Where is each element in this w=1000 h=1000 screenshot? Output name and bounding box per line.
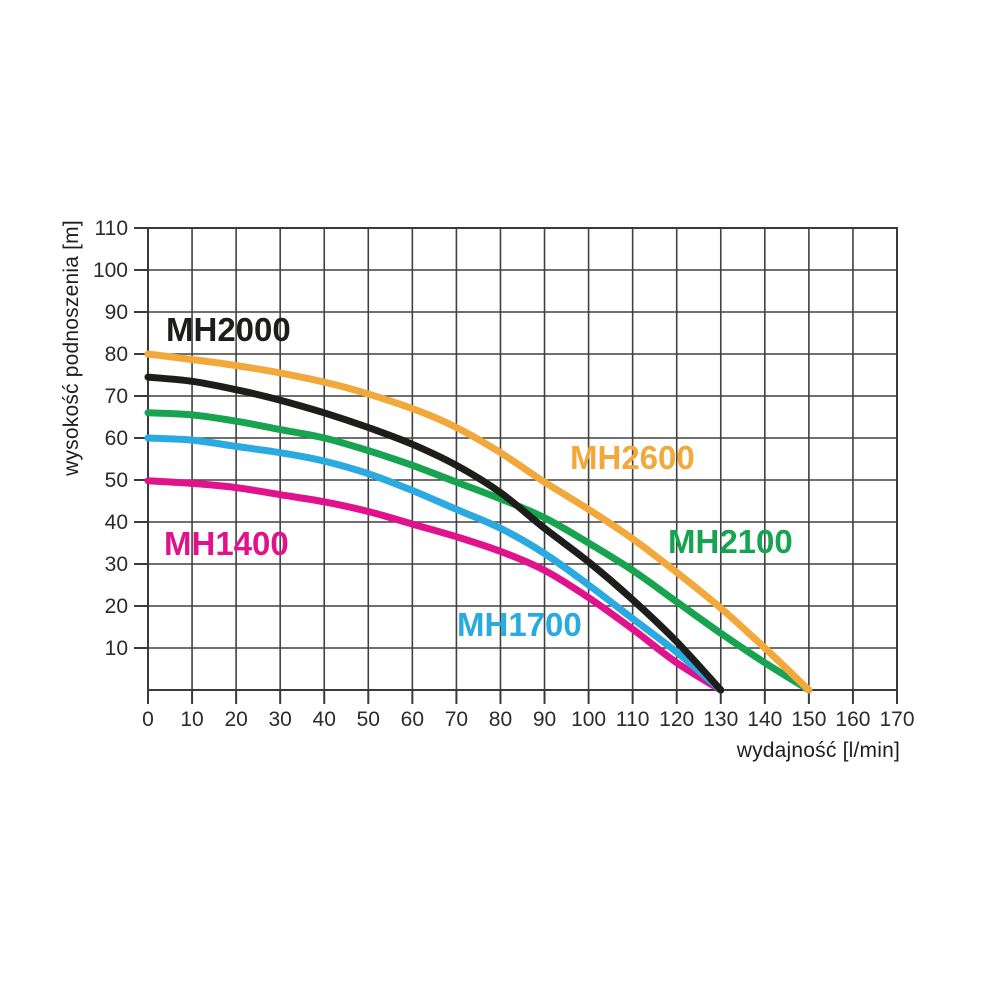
x-tick-label: 0 <box>142 708 154 731</box>
x-tick-label: 110 <box>616 708 649 731</box>
curve-mh2100 <box>144 409 813 694</box>
x-tick-label: 30 <box>268 708 291 731</box>
series-label-mh1700: MH1700 <box>457 606 582 643</box>
plot-frame <box>147 227 898 691</box>
x-tick-label: 20 <box>224 708 247 731</box>
series-label-mh2600: MH2600 <box>570 439 695 476</box>
x-tick-label: 120 <box>659 708 694 731</box>
series-label-mh2000: MH2000 <box>166 311 291 348</box>
x-tick-label: 170 <box>879 708 914 731</box>
curve-mh1400 <box>144 477 725 694</box>
y-tick-label: 70 <box>105 385 128 408</box>
x-tick-label: 140 <box>747 708 782 731</box>
y-tick-label: 100 <box>93 259 128 282</box>
y-tick-label: 90 <box>105 301 128 324</box>
curve-mh2600 <box>144 350 813 694</box>
x-tick-labels: 0 10 20 30 40 50 60 70 80 90 100 110 120 130 140 150 160… <box>142 708 914 731</box>
x-axis-ticks <box>147 690 898 704</box>
y-tick-labels: 10 20 30 40 50 60 70 80 90 100 110 <box>93 217 128 660</box>
x-tick-label: 60 <box>401 708 424 731</box>
x-tick-label: 40 <box>313 708 336 731</box>
y-tick-label: 50 <box>105 469 128 492</box>
y-tick-label: 40 <box>105 511 128 534</box>
y-tick-label: 80 <box>105 343 128 366</box>
y-axis-title: wysokość podnoszenia [m] <box>60 220 83 476</box>
y-tick-label: 30 <box>105 553 128 576</box>
y-tick-label: 110 <box>95 217 128 240</box>
x-tick-label: 90 <box>533 708 556 731</box>
x-tick-label: 10 <box>180 708 203 731</box>
y-tick-label: 20 <box>105 595 128 618</box>
x-axis-title: wydajność [l/min] <box>736 739 900 762</box>
x-tick-label: 150 <box>791 708 826 731</box>
series-label-mh2100: MH2100 <box>668 523 793 560</box>
x-tick-label: 70 <box>445 708 468 731</box>
y-tick-label: 60 <box>105 427 128 450</box>
curve-mh2000 <box>144 373 725 694</box>
series-label-mh1400: MH1400 <box>164 525 289 562</box>
x-tick-label: 130 <box>703 708 738 731</box>
x-tick-label: 50 <box>357 708 380 731</box>
x-tick-label: 80 <box>489 708 512 731</box>
curve-mh1700 <box>144 434 725 694</box>
y-tick-label: 10 <box>105 637 128 660</box>
x-tick-label: 100 <box>571 708 606 731</box>
x-tick-label: 160 <box>835 708 870 731</box>
